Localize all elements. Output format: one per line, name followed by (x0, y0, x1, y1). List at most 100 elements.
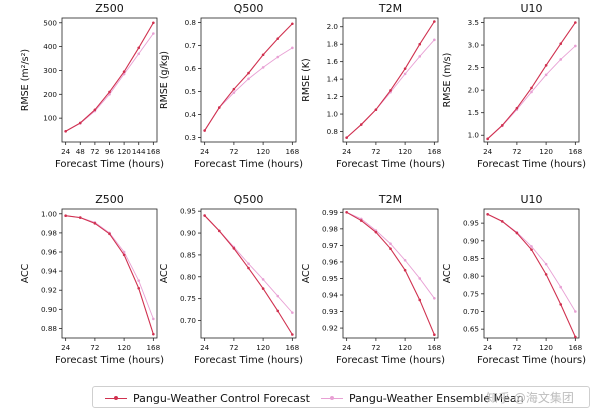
chart-1-series-control-point (122, 70, 126, 73)
legend-item-control: Pangu-Weather Control Forecast (105, 390, 310, 406)
chart-7-series-control-point (374, 230, 378, 234)
chart-3-y-tick-label: 1.0 (327, 110, 339, 119)
chart-3-series-ensemble-line (346, 39, 435, 138)
chart-7-series-ensemble-point (418, 277, 422, 280)
chart-2-series-ensemble-point (232, 91, 236, 94)
chart-3-axes-frame (342, 17, 439, 143)
figure-legend: Pangu-Weather Control Forecast Pangu-Wea… (92, 386, 590, 408)
chart-8-y-tick-label: 0.90 (463, 236, 479, 245)
chart-8-y-tick-label: 0.75 (463, 289, 479, 298)
chart-8-x-tick-label: 168 (568, 343, 582, 352)
chart-6-y-axis-label: ACC (159, 263, 170, 283)
chart-2-series-control-point (203, 129, 206, 132)
legend-label-control: Pangu-Weather Control Forecast (133, 391, 310, 405)
chart-3-series-control-point (433, 20, 436, 23)
chart-5-y-tick-label: 1.00 (41, 209, 57, 218)
chart-4-y-tick-label: 1.0 (468, 131, 480, 140)
chart-7-y-tick-label: 0.94 (322, 291, 338, 300)
chart-4-x-tick-label: 24 (483, 147, 493, 156)
chart-3-x-tick-label: 168 (427, 147, 441, 156)
chart-8-axes-frame (483, 208, 580, 339)
chart-8-series-control-line (487, 213, 576, 338)
chart-7-series-control-point (433, 333, 436, 336)
chart-4-series-control-point (530, 86, 533, 90)
chart-4-series-control-line (487, 22, 576, 140)
chart-1-y-tick-label: 100 (43, 114, 57, 123)
chart-5-y-tick-label: 0.92 (41, 286, 57, 295)
chart-5-axes-frame (61, 208, 158, 339)
chart-4-y-axis-label: RMSE (m/s) (442, 53, 453, 108)
chart-7-y-tick-label: 0.97 (322, 241, 338, 250)
chart-6-series-control-point (291, 333, 294, 336)
chart-3-series-ensemble-point (403, 72, 407, 76)
chart-4-y-tick-label: 1.5 (468, 108, 479, 117)
chart-6-y-tick-label: 0.85 (180, 250, 196, 259)
chart-2-x-tick-label: 24 (200, 147, 210, 156)
chart-3-x-axis-label: Forecast Time (hours) (336, 159, 445, 170)
chart-8-series-control-point (530, 248, 533, 251)
chart-5-series-ensemble-line (65, 215, 154, 320)
chart-8-x-tick-label: 72 (512, 343, 521, 352)
chart-1-x-tick-label: 120 (117, 147, 131, 156)
chart-7-y-tick-label: 0.98 (322, 224, 338, 233)
chart-1-title: Z500 (95, 2, 124, 15)
chart-2-y-tick-label: 0.6 (185, 64, 197, 73)
chart-7-x-tick-label: 24 (342, 343, 352, 352)
chart-1-series-control-point (137, 46, 141, 50)
chart-7-y-tick-label: 0.95 (322, 274, 338, 283)
chart-1-x-tick-label: 24 (61, 147, 71, 156)
chart-1-series-ensemble-point (137, 52, 141, 56)
chart-7-y-tick-label: 0.93 (322, 307, 338, 316)
chart-3-y-tick-label: 1.8 (327, 40, 339, 49)
chart-6-x-tick-label: 168 (285, 343, 299, 352)
chart-8-series-ensemble-point (559, 285, 563, 289)
chart-2-x-tick-label: 168 (285, 147, 299, 156)
chart-7-series-ensemble-point (389, 242, 392, 246)
chart-4-x-tick-label: 72 (512, 147, 521, 156)
chart-3-series-control-line (346, 21, 435, 139)
chart-2-y-tick-label: 0.4 (185, 110, 197, 119)
chart-5-series-control-point (93, 222, 97, 225)
chart-1-series-control-point (64, 129, 67, 133)
chart-4-series-ensemble-point (559, 58, 563, 61)
chart-3-y-axis-label: RMSE (K) (301, 58, 312, 102)
chart-5-series-control-point (64, 214, 67, 217)
chart-3-series-control-point (359, 123, 363, 126)
chart-2-x-tick-label: 120 (256, 147, 270, 156)
chart-3-y-tick-label: 2.0 (327, 22, 339, 31)
chart-8-y-tick-label: 0.95 (463, 219, 479, 228)
chart-4-series-control-point (559, 42, 563, 46)
chart-5-series-control-point (122, 253, 126, 257)
chart-3-series-control-point (389, 89, 392, 92)
chart-7-y-tick-label: 0.96 (322, 257, 338, 266)
chart-1-series-control-line (65, 22, 154, 132)
watermark: 知乎 @海文集团 (486, 391, 574, 405)
chart-7-y-axis-label: ACC (301, 263, 312, 283)
chart-7-series-control-point (403, 268, 407, 272)
chart-6-x-axis-label: Forecast Time (hours) (194, 355, 303, 366)
chart-2-axes-frame (200, 17, 297, 143)
legend-label-ensemble: Pangu-Weather Ensemble Mean (349, 391, 524, 405)
chart-8-x-tick-label: 120 (539, 343, 553, 352)
chart-5-series-ensemble-point (137, 279, 141, 282)
chart-8-series-ensemble-point (574, 310, 577, 313)
chart-4-series-ensemble-point (544, 73, 548, 77)
chart-2-series-ensemble-point (276, 55, 280, 59)
chart-4-series-control-point (574, 21, 577, 24)
chart-5-y-tick-label: 0.96 (41, 248, 57, 257)
chart-3-series-ensemble-point (418, 55, 422, 58)
chart-1-x-tick-label: 48 (76, 147, 86, 156)
chart-3-series-control-point (345, 136, 348, 139)
chart-5-series-ensemble-point (152, 317, 155, 321)
chart-2-series-control-line (204, 23, 293, 131)
chart-5-series-control-point (108, 232, 111, 236)
chart-4-axes-frame (483, 17, 580, 143)
chart-4-series-ensemble-point (574, 44, 577, 48)
chart-6-y-tick-label: 0.80 (180, 272, 196, 281)
chart-8-y-tick-label: 0.85 (463, 254, 479, 263)
chart-6-series-control-point (217, 229, 221, 233)
chart-5-y-tick-label: 0.98 (41, 228, 57, 237)
chart-4-series-control-point (544, 64, 548, 67)
chart-6-x-tick-label: 120 (256, 343, 270, 352)
chart-1-y-tick-label: 200 (43, 90, 57, 99)
